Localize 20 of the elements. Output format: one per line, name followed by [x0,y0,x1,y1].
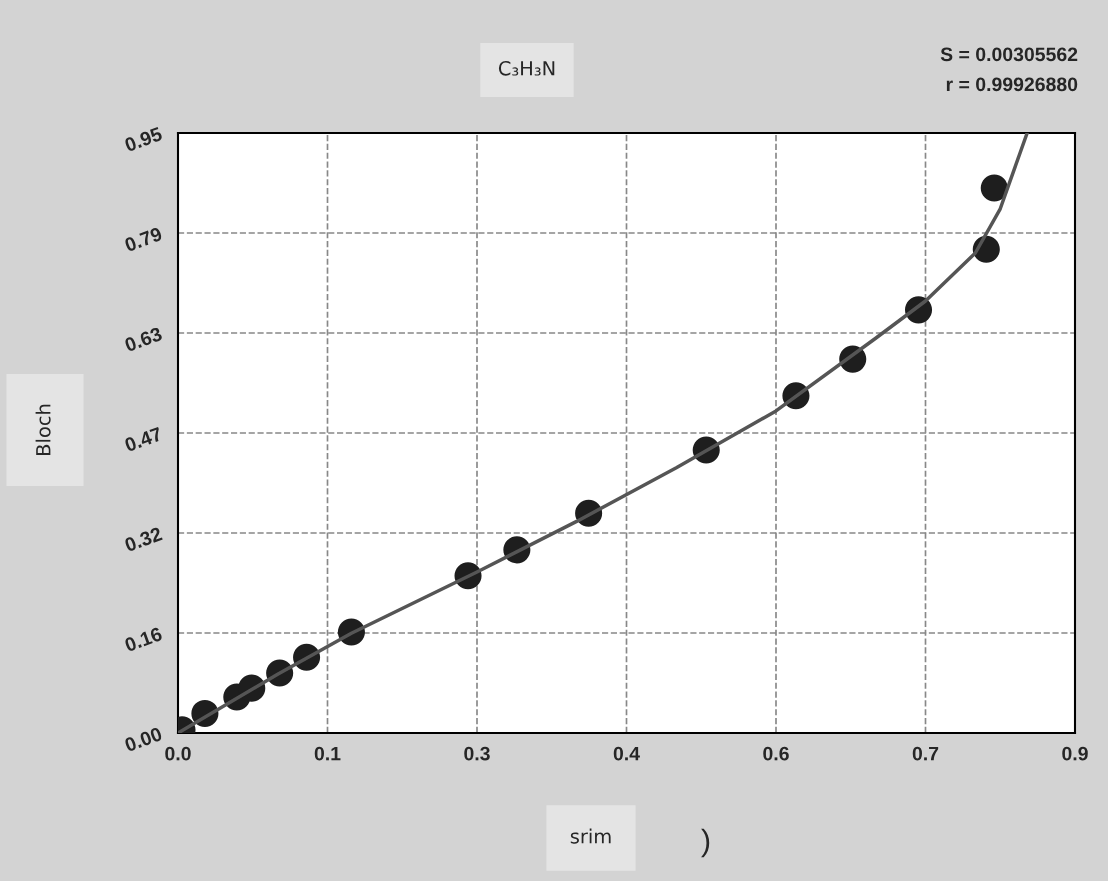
x-tick-label: 0.0 [165,746,191,761]
text: S = 0.00305562 [940,47,1078,62]
chart-title: C₃H₃N [498,60,555,76]
y-tick-label: 0.47 [123,426,163,453]
x-tick-label: 0.7 [912,746,939,761]
y-tick-label: 0.63 [123,326,163,353]
y-axis-title: Bloch [35,404,51,455]
y-tick-label: 0.32 [123,526,163,553]
x-axis-title: srim [570,828,611,844]
x-tick-label: 0.6 [763,746,789,761]
x-tick-label: 0.1 [314,746,341,761]
y-tick-label: 0.00 [123,726,163,753]
text: r = 0.99926880 [946,77,1078,92]
x-tick-label: 0.9 [1062,746,1088,761]
y-tick-label: 0.79 [123,226,163,253]
x-tick-label: 0.4 [613,746,640,761]
y-tick-label: 0.95 [123,126,163,153]
x-tick-label: 0.3 [464,746,490,761]
text: ) [701,828,710,858]
y-tick-label: 0.16 [123,626,163,653]
